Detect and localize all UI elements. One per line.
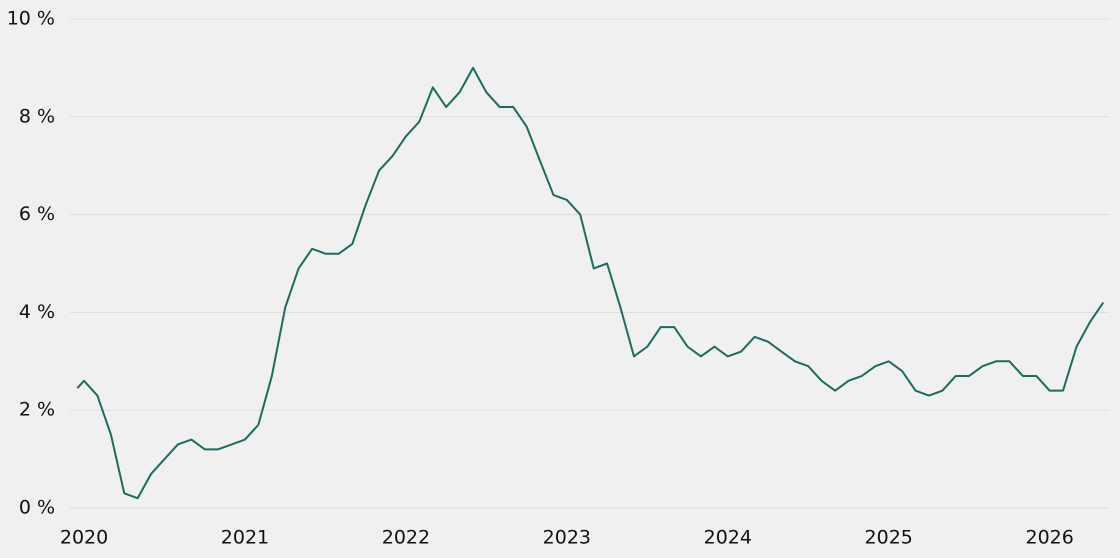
x-tick-label: 2022 bbox=[382, 527, 430, 549]
y-tick-label: 0 % bbox=[19, 497, 55, 519]
x-tick-label: 2025 bbox=[865, 527, 913, 549]
x-tick-label: 2021 bbox=[221, 527, 269, 549]
y-tick-label: 6 % bbox=[19, 203, 55, 225]
x-tick-label: 2024 bbox=[704, 527, 752, 549]
x-tick-label: 2023 bbox=[543, 527, 591, 549]
y-tick-label: 4 % bbox=[19, 301, 55, 323]
line-series bbox=[76, 66, 1105, 500]
x-tick-label: 2020 bbox=[60, 527, 108, 549]
x-tick-label: 2026 bbox=[1025, 527, 1073, 549]
y-tick-label: 2 % bbox=[19, 399, 55, 421]
y-tick-label: 10 % bbox=[7, 8, 55, 30]
y-tick-label: 8 % bbox=[19, 105, 55, 127]
